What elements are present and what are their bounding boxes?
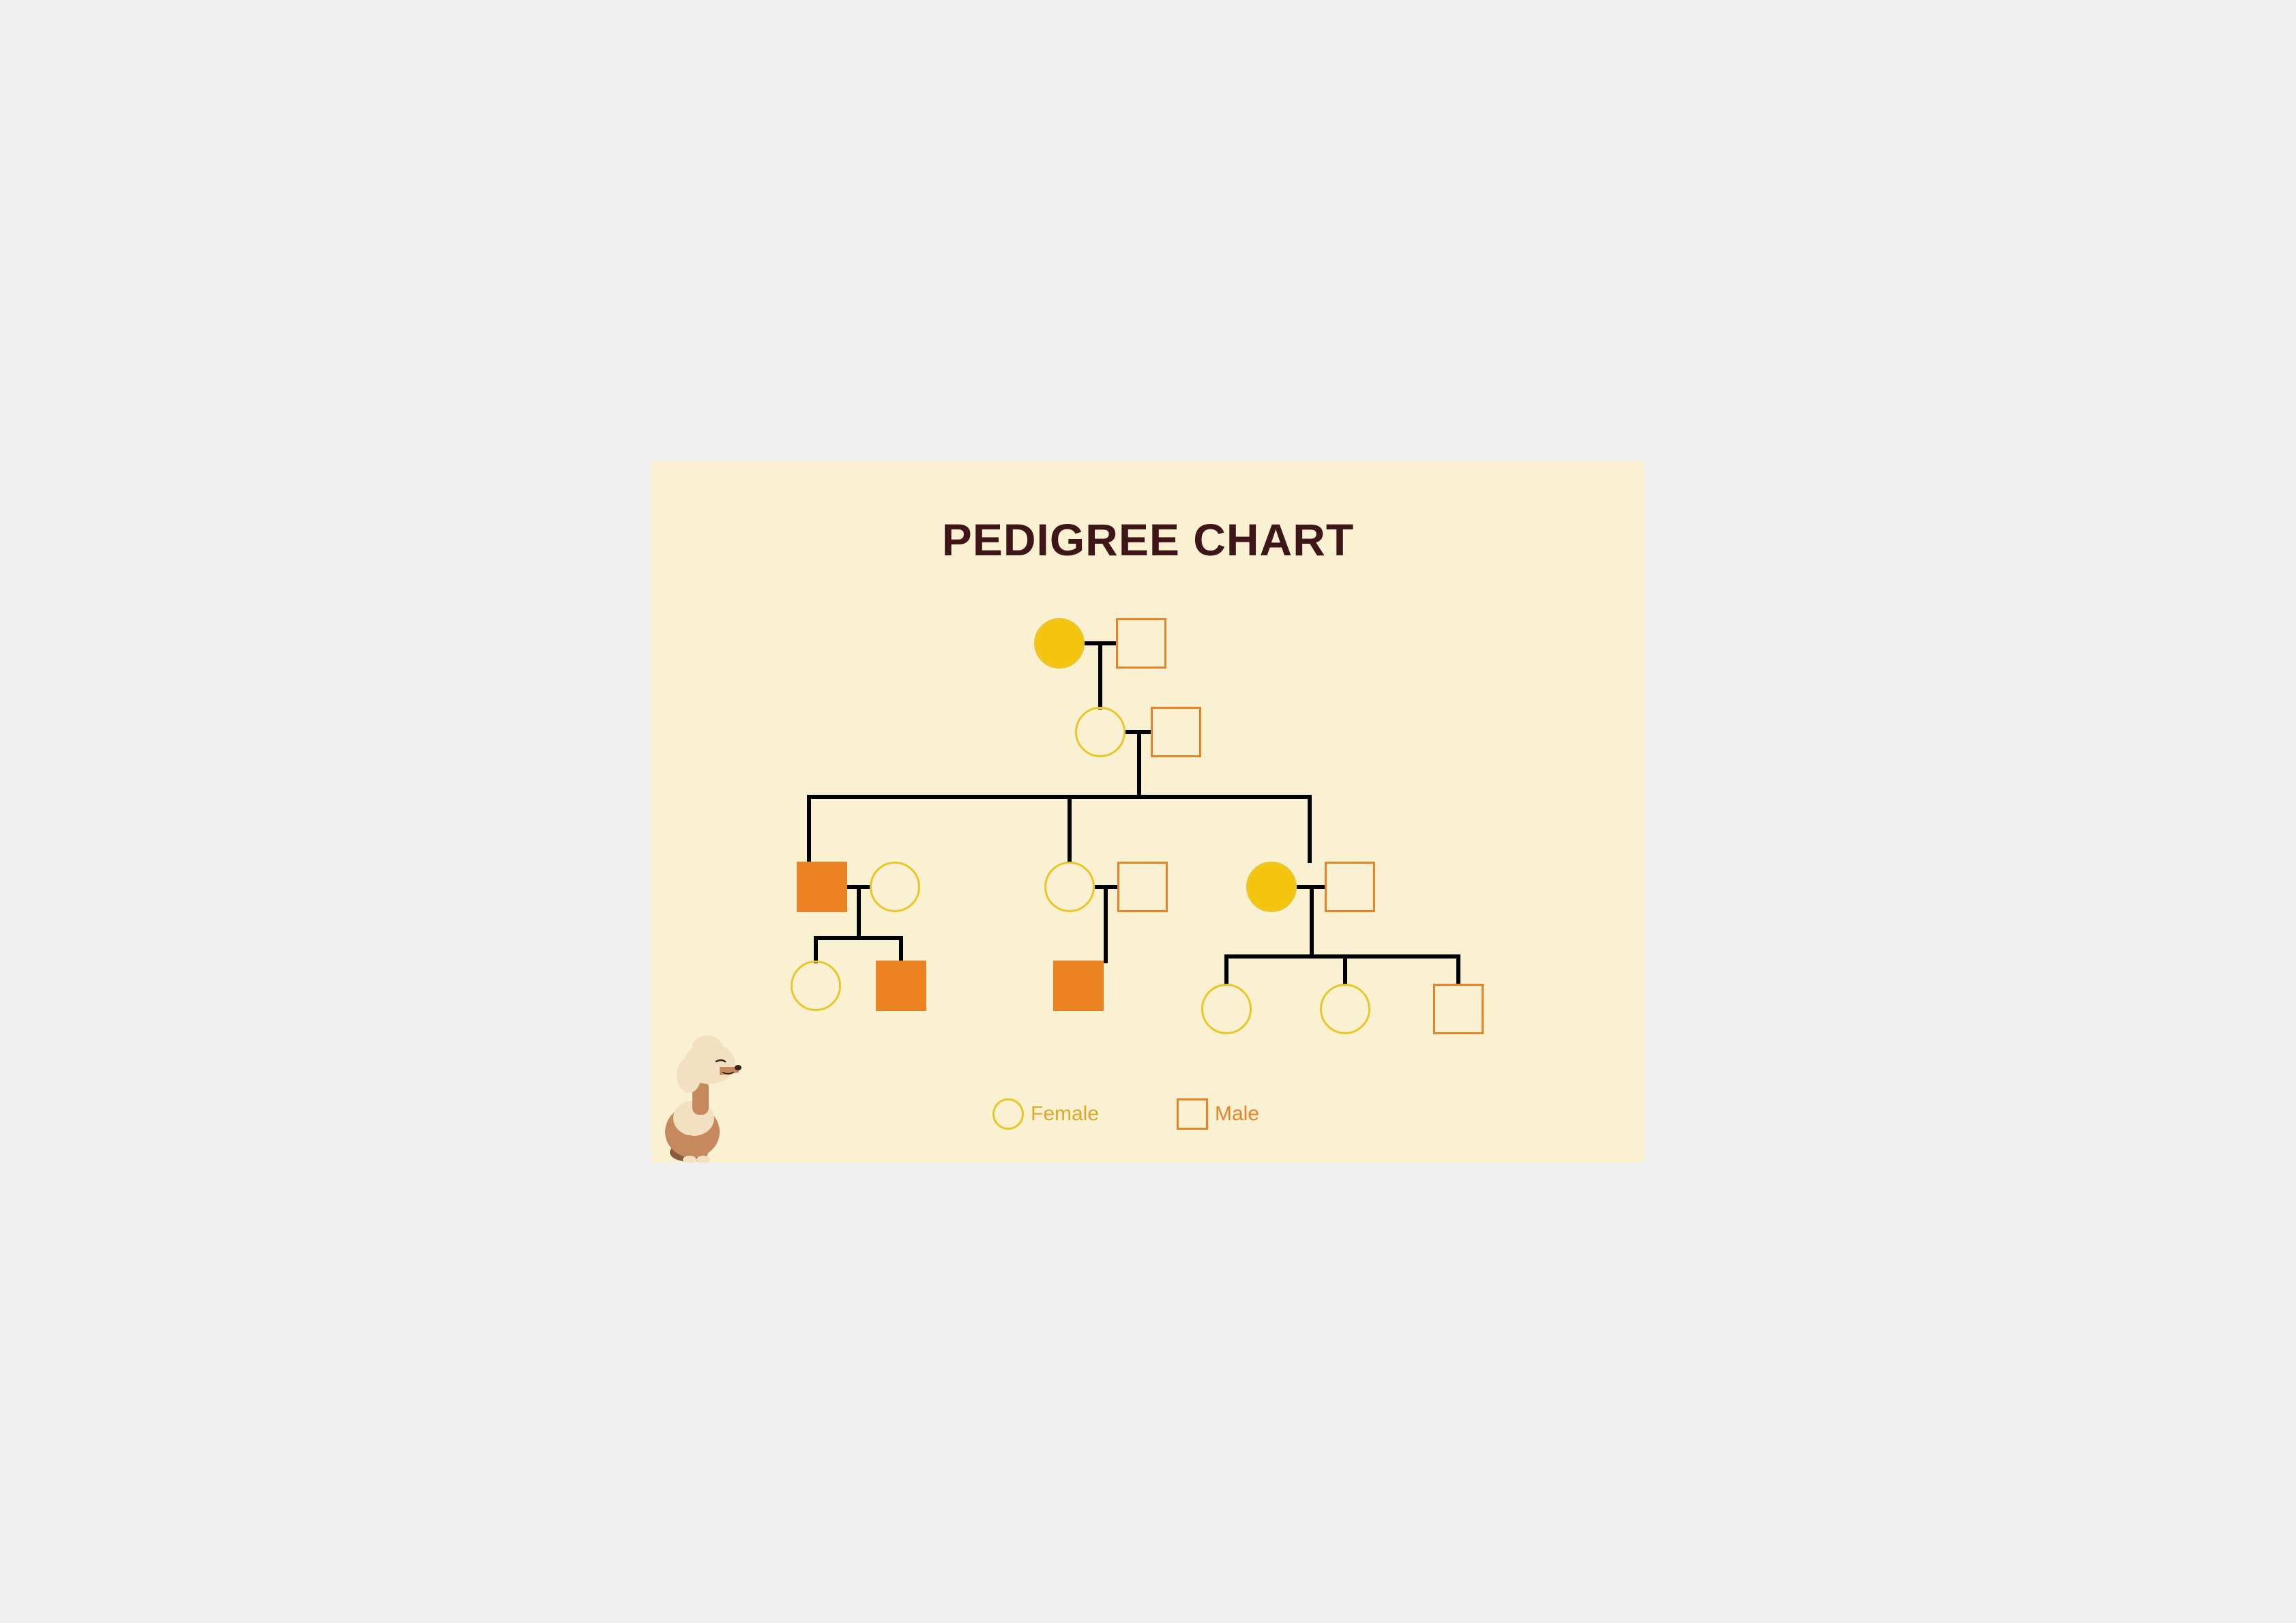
female-node xyxy=(1075,707,1125,757)
male-node xyxy=(1151,707,1201,757)
female-node xyxy=(870,862,920,912)
male-node xyxy=(876,961,926,1011)
connector-line xyxy=(1308,795,1312,863)
connector-line xyxy=(807,795,811,863)
male-node xyxy=(1325,862,1375,912)
female-icon xyxy=(992,1098,1024,1130)
legend-male: Male xyxy=(1177,1098,1259,1130)
legend-female-label: Female xyxy=(1031,1102,1099,1126)
connector-line xyxy=(1343,954,1347,986)
pedigree-canvas: PEDIGREE CHART Female Male xyxy=(651,460,1645,1163)
connector-line xyxy=(1456,954,1460,986)
male-node xyxy=(1117,862,1168,912)
female-node xyxy=(1044,862,1095,912)
connector-line xyxy=(1098,641,1102,710)
connector-line xyxy=(814,936,903,940)
connector-line xyxy=(899,936,903,963)
female-node xyxy=(1320,984,1370,1034)
legend-male-label: Male xyxy=(1215,1102,1259,1126)
connector-line xyxy=(1137,730,1141,797)
connector-line xyxy=(1224,954,1460,959)
connector-line xyxy=(807,795,1312,799)
male-node xyxy=(1116,618,1166,669)
female-node xyxy=(1201,984,1252,1034)
female-node xyxy=(1034,618,1085,669)
legend-female: Female xyxy=(992,1098,1099,1130)
female-node xyxy=(791,961,841,1011)
connector-line xyxy=(857,885,861,938)
connector-line xyxy=(1068,795,1072,863)
connector-line xyxy=(1310,885,1314,956)
connector-line xyxy=(814,936,818,963)
dog-illustration xyxy=(651,1033,754,1163)
page-title: PEDIGREE CHART xyxy=(651,514,1645,566)
male-icon xyxy=(1177,1098,1208,1130)
male-node xyxy=(797,862,847,912)
connector-line xyxy=(1104,885,1108,963)
connector-line xyxy=(1224,954,1228,986)
male-node xyxy=(1053,961,1104,1011)
female-node xyxy=(1246,862,1297,912)
male-node xyxy=(1433,984,1484,1034)
